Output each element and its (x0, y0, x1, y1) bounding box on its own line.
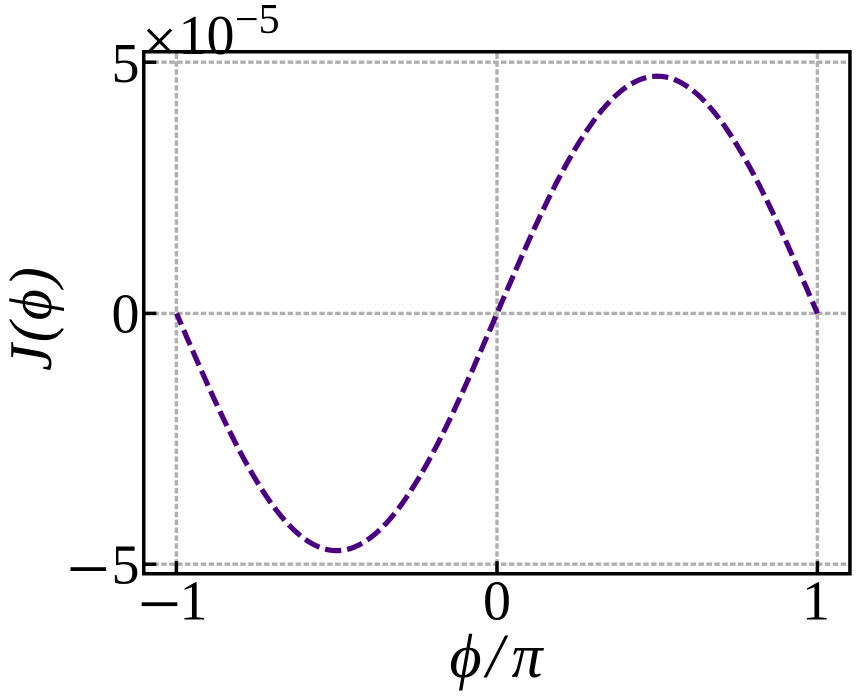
svg-text:0: 0 (483, 571, 511, 633)
svg-text:0: 0 (112, 284, 140, 346)
svg-text:1: 1 (802, 571, 830, 633)
svg-text:5: 5 (112, 33, 140, 95)
svg-text:×: × (142, 8, 177, 76)
svg-text:J(ϕ): J(ϕ) (0, 265, 64, 371)
svg-text:5: 5 (112, 535, 140, 597)
svg-text:/: / (483, 623, 508, 691)
svg-text:1: 1 (180, 571, 208, 633)
svg-text:ϕ: ϕ (449, 623, 481, 691)
svg-text:10: 10 (179, 5, 235, 67)
svg-text:−5: −5 (235, 0, 280, 43)
svg-text:π: π (511, 623, 544, 691)
